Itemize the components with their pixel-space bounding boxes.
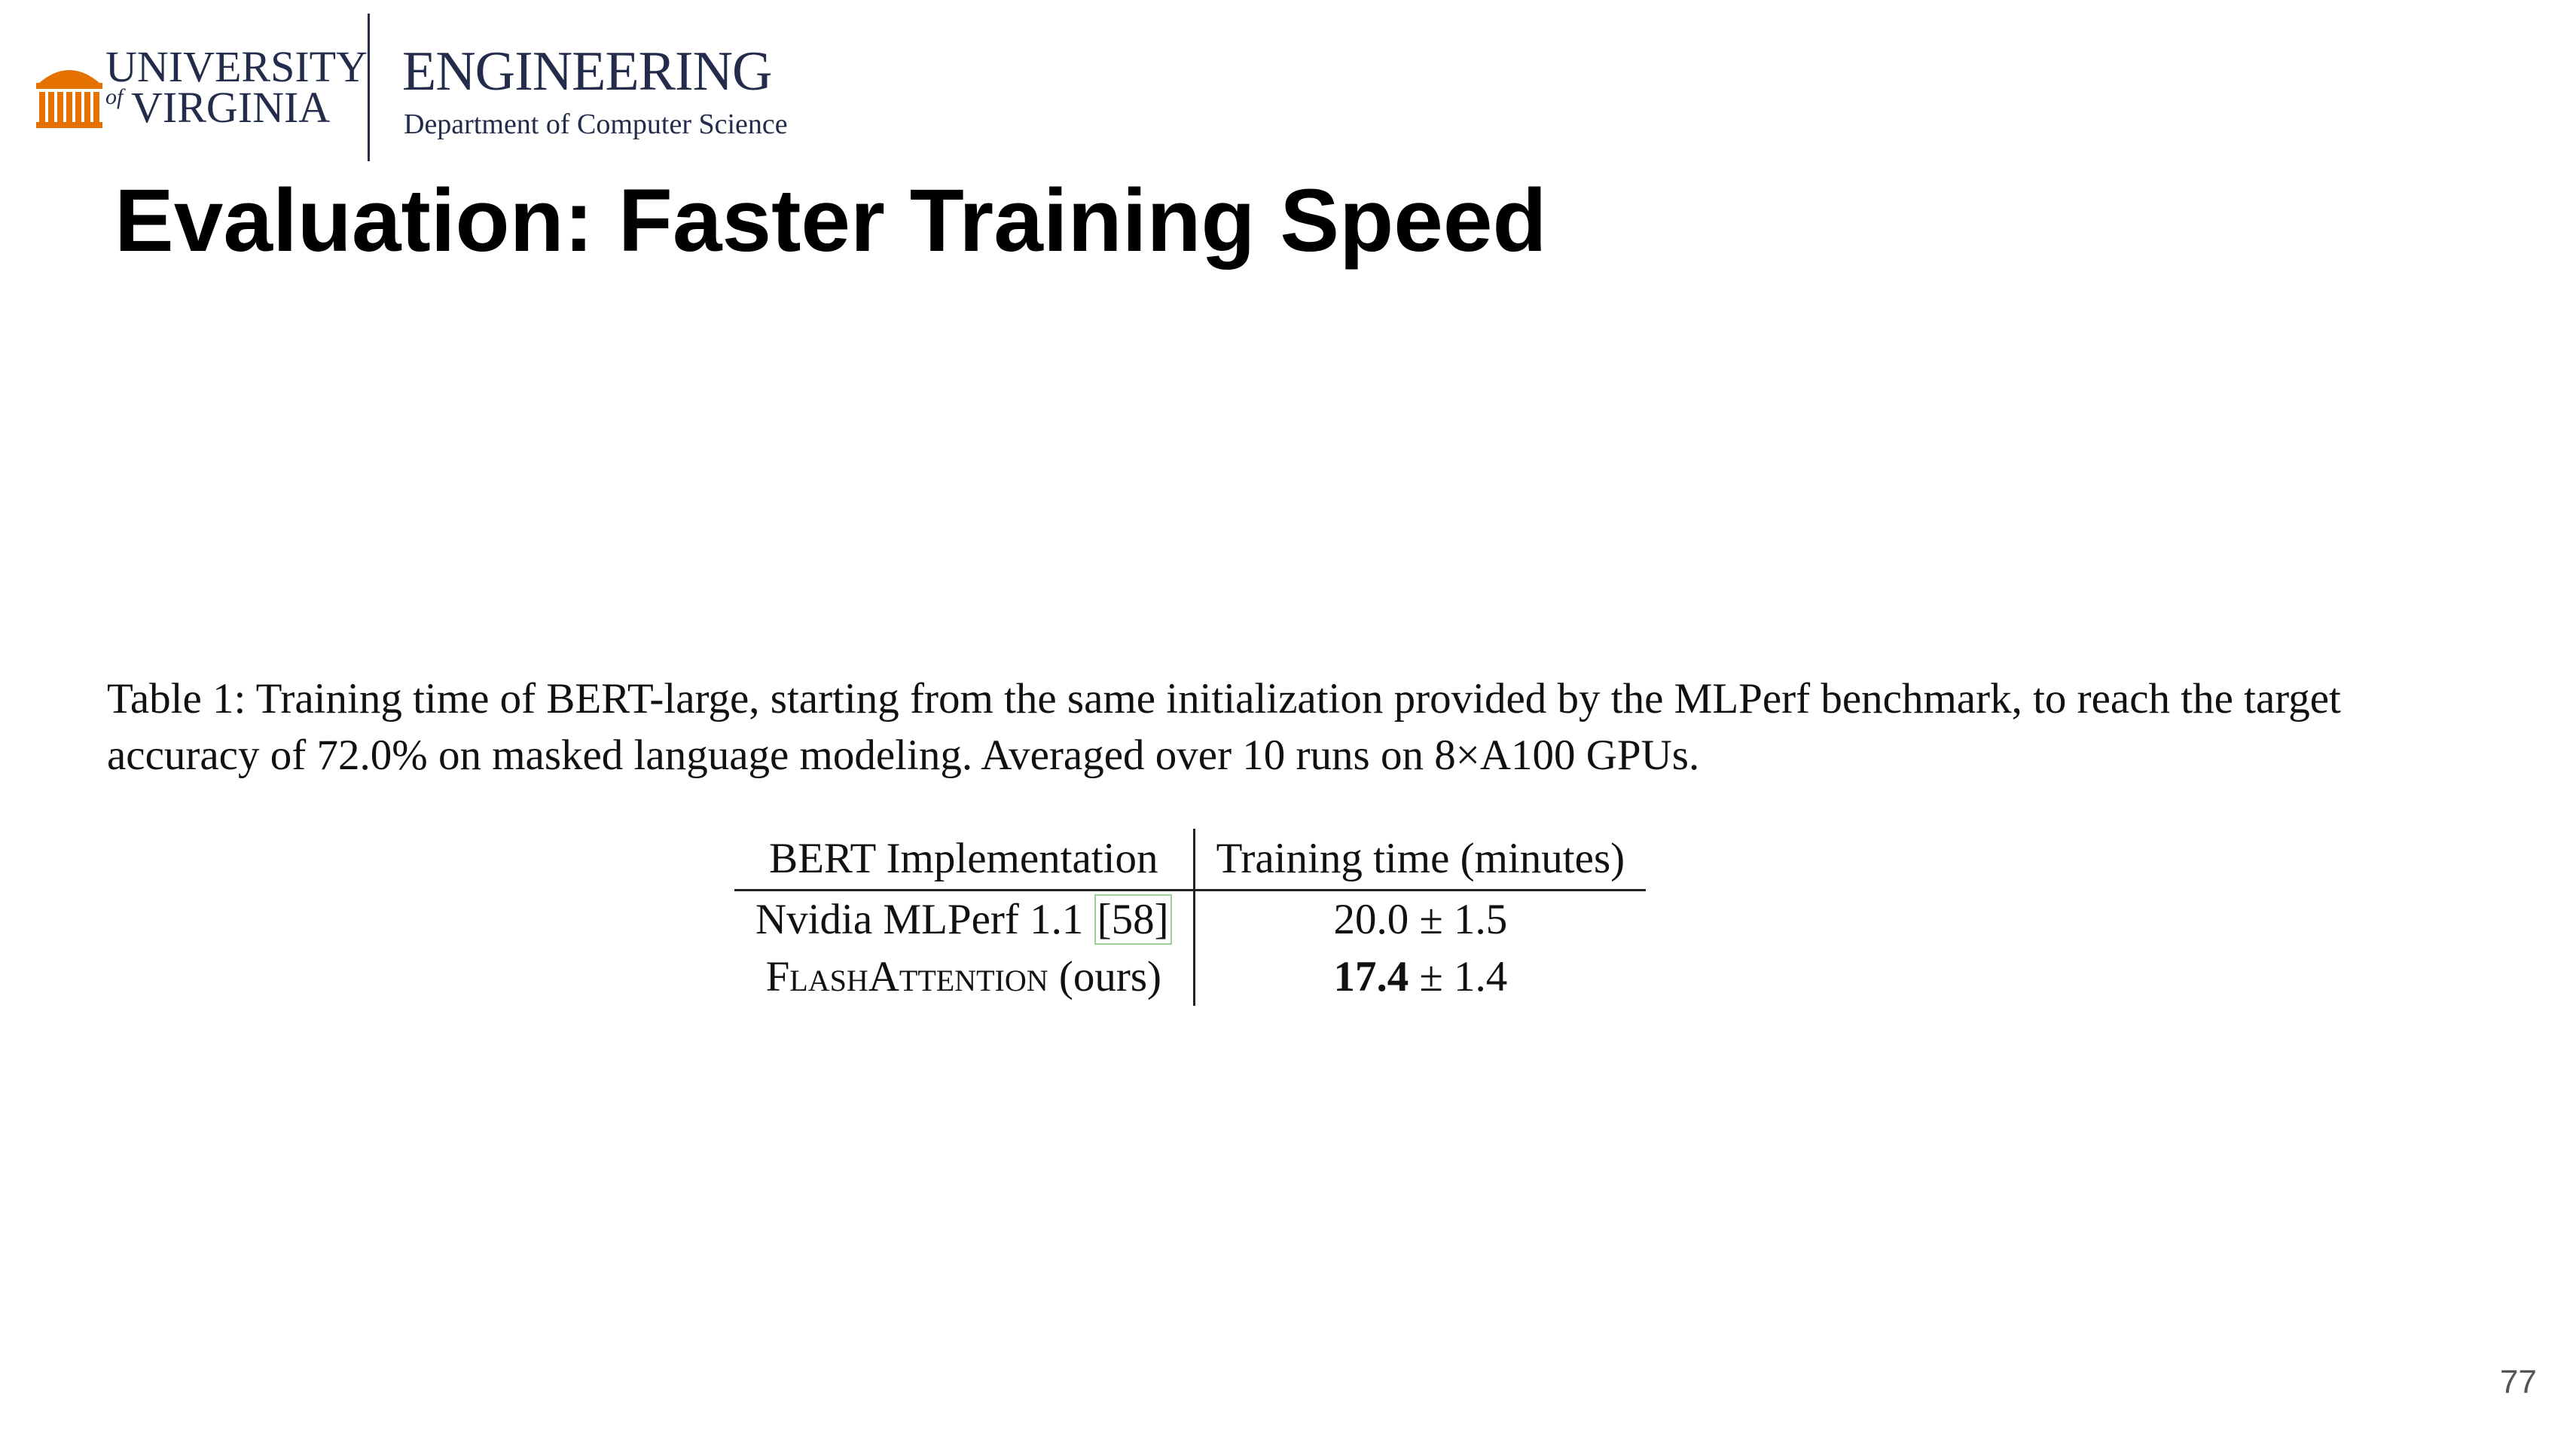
- university-line2: VIRGINIA: [131, 83, 331, 132]
- rotunda-logo-icon: [36, 70, 102, 128]
- citation-link[interactable]: [58]: [1094, 894, 1172, 945]
- column-header-implementation: BERT Implementation: [734, 829, 1195, 891]
- department-name: Department of Computer Science: [404, 108, 788, 140]
- table-header-row: BERT Implementation Training time (minut…: [734, 829, 1647, 891]
- training-time-cell: 17.4 ± 1.4: [1194, 949, 1646, 1006]
- university-line1: UNIVERSITY: [105, 42, 368, 91]
- header-logo: UNIVERSITY of VIRGINIA ENGINEERING Depart…: [36, 14, 835, 164]
- training-time-value: 17.4: [1333, 953, 1409, 1001]
- implementation-cell: Nvidia MLPerf 1.1 [58]: [734, 890, 1195, 949]
- logo-divider: [368, 14, 370, 161]
- university-line2-wrap: of VIRGINIA: [105, 86, 368, 130]
- table-row: FlashAttention (ours) 17.4 ± 1.4: [734, 949, 1646, 1006]
- university-of: of: [105, 84, 124, 109]
- university-wordmark: UNIVERSITY of VIRGINIA: [105, 45, 368, 130]
- school-name: ENGINEERING: [402, 41, 772, 102]
- table-row: Nvidia MLPerf 1.1 [58] 20.0 ± 1.5: [734, 890, 1646, 949]
- training-time-value: 20.0: [1333, 896, 1409, 943]
- training-time-error: ± 1.4: [1409, 953, 1508, 1001]
- column-header-training-time: Training time (minutes): [1216, 835, 1625, 882]
- training-time-cell: 20.0 ± 1.5: [1194, 891, 1646, 949]
- results-table: BERT Implementation Training time (minut…: [734, 829, 1647, 1006]
- implementation-cell: FlashAttention (ours): [734, 949, 1195, 1006]
- implementation-name: FlashAttention: [765, 953, 1048, 1001]
- implementation-name: Nvidia MLPerf 1.1: [755, 896, 1094, 943]
- training-time-error: ± 1.5: [1409, 896, 1508, 943]
- slide-title: Evaluation: Faster Training Speed: [114, 171, 1547, 270]
- page-number: 77: [2500, 1364, 2537, 1401]
- table-caption: Table 1: Training time of BERT-large, st…: [107, 675, 2341, 779]
- implementation-suffix: (ours): [1048, 953, 1161, 1001]
